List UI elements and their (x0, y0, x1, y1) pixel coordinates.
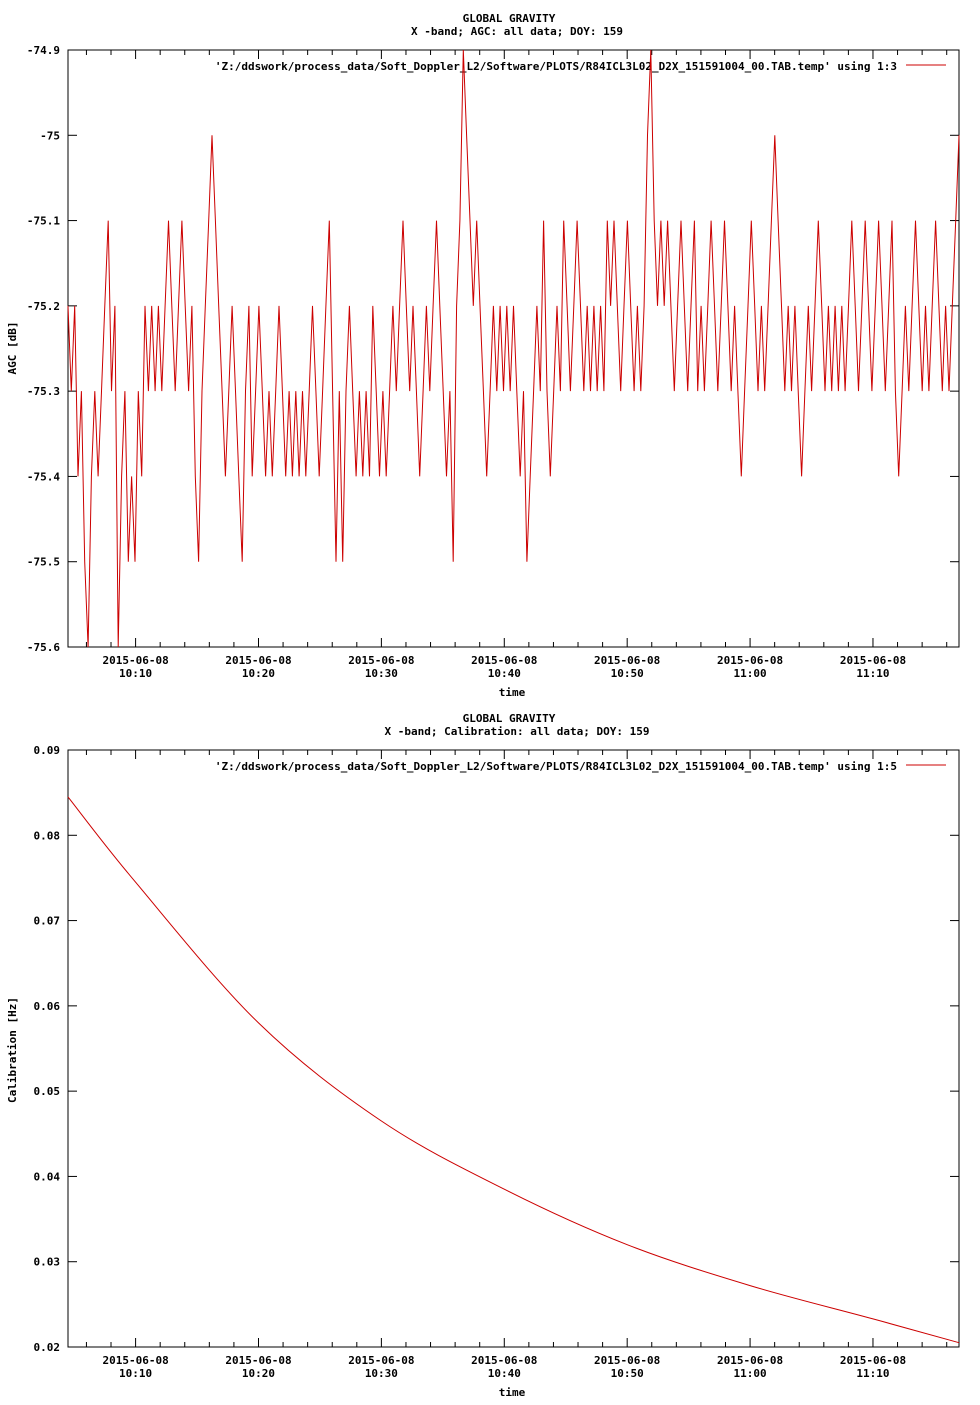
agc-y-tick-label: -75.6 (27, 641, 60, 654)
agc-series-line (67, 49, 960, 648)
calibration-x-axis-label: time (499, 1386, 526, 1399)
calibration-y-tick-label: 0.07 (34, 915, 61, 928)
calibration-chart-title: GLOBAL GRAVITY (463, 712, 556, 725)
calibration-y-axis-label: Calibration [Hz] (6, 997, 19, 1103)
agc-x-tick-time: 10:20 (242, 667, 275, 680)
agc-x-tick-date: 2015-06-08 (471, 654, 537, 667)
agc-y-tick-label: -74.9 (27, 44, 60, 57)
calibration-x-tick-date: 2015-06-08 (594, 1354, 660, 1367)
agc-x-tick-time: 10:40 (488, 667, 521, 680)
agc-x-tick-time: 11:10 (856, 667, 889, 680)
agc-x-tick-time: 10:50 (611, 667, 644, 680)
agc-chart: GLOBAL GRAVITY X -band; AGC: all data; D… (6, 12, 960, 699)
agc-legend: 'Z:/ddswork/process_data/Soft_Doppler_L2… (215, 60, 946, 73)
calibration-x-tick-time: 10:50 (611, 1367, 644, 1380)
agc-x-tick-date: 2015-06-08 (348, 654, 414, 667)
calibration-x-tick-date: 2015-06-08 (471, 1354, 537, 1367)
calibration-y-tick-label: 0.02 (34, 1341, 61, 1354)
calibration-y-tick-label: 0.06 (34, 1000, 61, 1013)
agc-x-tick-date: 2015-06-08 (594, 654, 660, 667)
calibration-x-tick-date: 2015-06-08 (717, 1354, 783, 1367)
calibration-x-axis: 2015-06-0810:102015-06-0810:202015-06-08… (85, 750, 948, 1380)
calibration-legend: 'Z:/ddswork/process_data/Soft_Doppler_L2… (215, 760, 946, 773)
agc-y-tick-label: -75.2 (27, 300, 60, 313)
agc-y-axis: -74.9 -75 -75.1 -75.2 -75.3 -75.4 -75.5 -75.6 (27, 44, 959, 654)
calibration-x-tick-date: 2015-06-08 (102, 1354, 168, 1367)
agc-chart-title: GLOBAL GRAVITY (463, 12, 556, 25)
calibration-x-tick-time: 10:30 (365, 1367, 398, 1380)
calibration-x-tick-time: 10:20 (242, 1367, 275, 1380)
calibration-plot-frame (67, 749, 960, 1348)
agc-x-tick-time: 11:00 (734, 667, 767, 680)
calibration-y-tick-label: 0.09 (34, 744, 61, 757)
agc-chart-subtitle: X -band; AGC: all data; DOY: 159 (411, 25, 623, 38)
agc-y-tick-label: -75.4 (27, 470, 60, 483)
calibration-y-tick-label: 0.08 (34, 829, 61, 842)
calibration-y-axis: 0.09 0.08 0.07 0.06 0.05 0.04 0.03 0.02 (34, 744, 959, 1354)
agc-x-tick-date: 2015-06-08 (717, 654, 783, 667)
agc-x-axis: 2015-06-0810:102015-06-0810:202015-06-08… (85, 50, 948, 680)
calibration-y-tick-label: 0.03 (34, 1256, 61, 1269)
agc-x-tick-date: 2015-06-08 (102, 654, 168, 667)
calibration-y-tick-label: 0.04 (34, 1170, 61, 1183)
agc-x-tick-date: 2015-06-08 (840, 654, 906, 667)
calibration-x-tick-date: 2015-06-08 (840, 1354, 906, 1367)
calibration-chart-subtitle: X -band; Calibration: all data; DOY: 159 (385, 725, 650, 738)
agc-y-tick-label: -75.1 (27, 215, 60, 228)
calibration-chart: GLOBAL GRAVITY X -band; Calibration: all… (6, 712, 960, 1399)
calibration-x-tick-time: 11:10 (856, 1367, 889, 1380)
calibration-x-tick-date: 2015-06-08 (225, 1354, 291, 1367)
agc-y-tick-label: -75 (40, 129, 60, 142)
agc-x-tick-time: 10:10 (119, 667, 152, 680)
agc-x-tick-time: 10:30 (365, 667, 398, 680)
calibration-x-tick-date: 2015-06-08 (348, 1354, 414, 1367)
calibration-x-tick-time: 11:00 (734, 1367, 767, 1380)
agc-x-axis-label: time (499, 686, 526, 699)
agc-x-tick-date: 2015-06-08 (225, 654, 291, 667)
calibration-legend-label: 'Z:/ddswork/process_data/Soft_Doppler_L2… (215, 760, 897, 773)
calibration-x-tick-time: 10:40 (488, 1367, 521, 1380)
agc-y-tick-label: -75.5 (27, 556, 60, 569)
calibration-x-tick-time: 10:10 (119, 1367, 152, 1380)
calibration-y-tick-label: 0.05 (34, 1085, 61, 1098)
agc-legend-label: 'Z:/ddswork/process_data/Soft_Doppler_L2… (215, 60, 897, 73)
agc-y-axis-label: AGC [dB] (6, 322, 19, 375)
agc-y-tick-label: -75.3 (27, 385, 60, 398)
agc-plot-frame (67, 49, 960, 648)
calibration-series-line (67, 796, 960, 1344)
